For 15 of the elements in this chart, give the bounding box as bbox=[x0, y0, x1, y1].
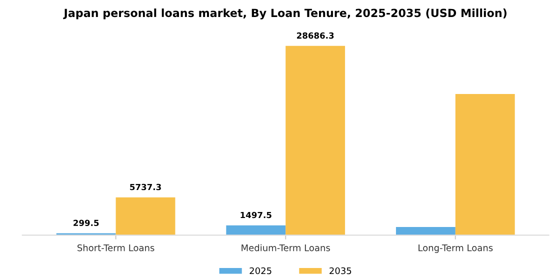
x-tick-label: Long-Term Loans bbox=[418, 244, 493, 253]
bar bbox=[396, 226, 456, 236]
x-tick-label: Short-Term Loans bbox=[78, 244, 154, 252]
data-label: 299.5 bbox=[74, 220, 99, 226]
bar bbox=[226, 225, 286, 236]
legend-label: 2035 bbox=[330, 267, 352, 274]
bar bbox=[286, 46, 346, 236]
data-label: 1497.5 bbox=[240, 212, 272, 218]
legend-label: 2025 bbox=[250, 267, 272, 274]
data-label: 28686.3 bbox=[297, 32, 334, 39]
bar bbox=[455, 94, 515, 236]
bar bbox=[116, 197, 176, 236]
data-label: 5737.3 bbox=[130, 184, 161, 190]
chart-title: Japan personal loans market, By Loan Tenure, 2025-2035 (USD Million) bbox=[63, 8, 506, 20]
x-tick-label: Medium-Term Loans bbox=[242, 244, 330, 252]
